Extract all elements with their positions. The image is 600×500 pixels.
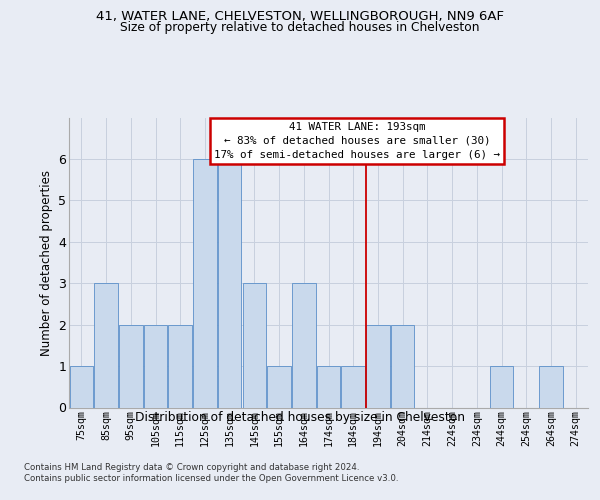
Bar (169, 324, 192, 407)
Y-axis label: Number of detached properties: Number of detached properties (40, 170, 53, 356)
Bar (268, 366, 291, 408)
Bar (242, 283, 266, 408)
Bar (539, 366, 563, 408)
Text: Size of property relative to detached houses in Chelveston: Size of property relative to detached ho… (120, 21, 480, 34)
Bar (193, 159, 217, 408)
Bar (119, 324, 143, 407)
Bar (490, 366, 513, 408)
Text: Contains public sector information licensed under the Open Government Licence v3: Contains public sector information licen… (24, 474, 398, 483)
Text: 41 WATER LANE: 193sqm  
← 83% of detached houses are smaller (30)
17% of semi-de: 41 WATER LANE: 193sqm ← 83% of detached … (214, 122, 500, 160)
Text: Distribution of detached houses by size in Chelveston: Distribution of detached houses by size … (135, 411, 465, 424)
Bar (366, 324, 389, 407)
Text: 41, WATER LANE, CHELVESTON, WELLINGBOROUGH, NN9 6AF: 41, WATER LANE, CHELVESTON, WELLINGBOROU… (96, 10, 504, 23)
Bar (341, 366, 365, 408)
Bar (144, 324, 167, 407)
Text: Contains HM Land Registry data © Crown copyright and database right 2024.: Contains HM Land Registry data © Crown c… (24, 462, 359, 471)
Bar (94, 283, 118, 408)
Bar (391, 324, 415, 407)
Bar (70, 366, 93, 408)
Bar (317, 366, 340, 408)
Bar (218, 159, 241, 408)
Bar (292, 283, 316, 408)
